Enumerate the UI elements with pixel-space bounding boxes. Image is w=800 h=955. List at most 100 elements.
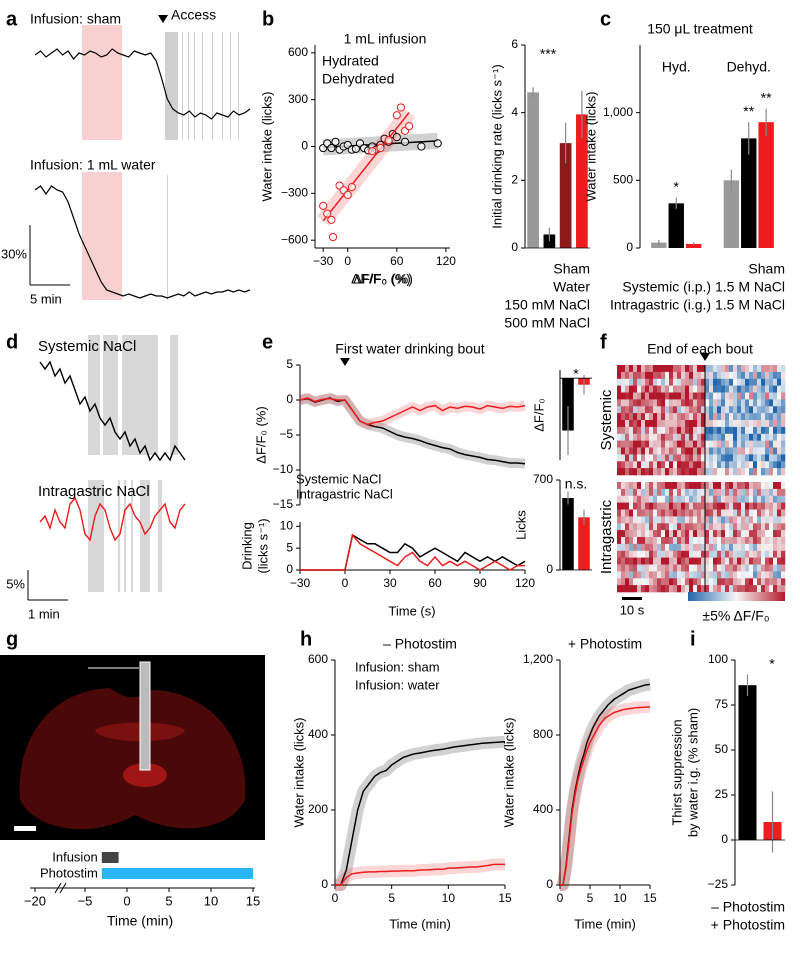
heat-cell: [653, 564, 658, 572]
scale-label: 5%: [6, 576, 25, 591]
heat-cell: [681, 571, 686, 579]
scatter-point: [327, 215, 336, 224]
heat-cell: [645, 530, 650, 538]
heat-cell: [709, 523, 714, 531]
heat-cell: [665, 413, 670, 421]
heat-cell: [745, 557, 750, 565]
heat-cell: [649, 495, 654, 503]
row-label: Intragastric: [598, 499, 615, 574]
heat-cell: [741, 399, 746, 407]
heat-cell: [677, 461, 682, 469]
heat-cell: [629, 461, 634, 469]
heat-cell: [617, 433, 622, 441]
heat-cell: [657, 564, 662, 572]
heat-cell: [665, 564, 670, 572]
heat-cell: [641, 557, 646, 565]
heat-cell: [769, 509, 774, 517]
heat-cell: [693, 495, 698, 503]
heat-cell: [645, 523, 650, 531]
heat-cell: [669, 468, 674, 476]
heat-cell: [685, 482, 690, 490]
heat-cell: [665, 571, 670, 579]
heat-cell: [757, 413, 762, 421]
heat-cell: [653, 413, 658, 421]
heat-cell: [773, 564, 778, 572]
heat-cell: [653, 378, 658, 386]
heat-cell: [617, 571, 622, 579]
heat-cell: [677, 371, 682, 380]
heat-cell: [641, 550, 646, 558]
heat-cell: [661, 413, 666, 421]
heat-cell: [765, 468, 770, 476]
heat-cell: [689, 365, 694, 373]
range-label: Photostim: [40, 865, 98, 880]
heat-cell: [777, 537, 782, 545]
heat-cell: [633, 406, 638, 414]
heat-cell: [713, 378, 718, 386]
heat-cell: [701, 578, 706, 586]
heat-cell: [677, 447, 682, 455]
heat-cell: [753, 440, 758, 448]
heat-cell: [637, 406, 642, 414]
heat-cell: [673, 365, 678, 373]
heat-cell: [709, 447, 714, 455]
heat-cell: [653, 537, 658, 545]
heat-cell: [689, 433, 694, 441]
heat-cell: [749, 564, 754, 572]
y-axis-label: Licks: [513, 510, 528, 540]
trace-line: [34, 185, 251, 299]
heat-cell: [713, 385, 718, 393]
heat-cell: [765, 509, 770, 517]
heat-cell: [749, 392, 754, 400]
heat-cell: [701, 571, 706, 579]
heat-cell: [653, 385, 658, 393]
heat-cell: [717, 550, 722, 558]
heat-cell: [681, 406, 686, 414]
heat-cell: [769, 557, 774, 565]
heat-cell: [657, 461, 662, 469]
heat-cell: [645, 488, 650, 497]
heat-cell: [693, 543, 698, 552]
heat-cell: [741, 482, 746, 490]
heat-cell: [721, 385, 726, 393]
bar: [685, 243, 702, 248]
heat-cell: [725, 557, 730, 565]
heat-cell: [645, 585, 650, 593]
heat-cell: [777, 543, 782, 552]
heat-cell: [669, 365, 674, 373]
heat-cell: [713, 482, 718, 490]
heat-cell: [713, 426, 718, 435]
heat-cell: [725, 468, 730, 476]
x-tick-label: 120: [436, 254, 456, 268]
heat-cell: [773, 585, 778, 593]
heat-cell: [689, 488, 694, 497]
heat-cell: [625, 509, 630, 517]
y-tick-label: 600: [288, 45, 308, 59]
heat-cell: [733, 509, 738, 517]
heat-cell: [705, 413, 710, 421]
heat-cell: [721, 392, 726, 400]
heat-cell: [769, 578, 774, 586]
heat-cell: [761, 523, 766, 531]
heat-cell: [661, 392, 666, 400]
heat-cell: [685, 378, 690, 386]
heat-cell: [725, 495, 730, 503]
heat-cell: [657, 371, 662, 380]
chart-title: Infusion: 1 mL water: [30, 157, 156, 173]
panel-letter: f: [600, 331, 607, 353]
heat-cell: [737, 585, 742, 593]
heat-cell: [781, 585, 786, 593]
heat-cell: [653, 392, 658, 400]
heat-cell: [741, 578, 746, 586]
heat-cell: [641, 365, 646, 373]
heat-cell: [657, 378, 662, 386]
colorbar-label: ±5% ΔF/F₀: [702, 608, 769, 624]
heat-cell: [765, 537, 770, 545]
heat-cell: [681, 420, 686, 428]
heat-cell: [693, 406, 698, 414]
heat-cell: [657, 502, 662, 510]
heat-cell: [689, 371, 694, 380]
heat-cell: [625, 365, 630, 373]
heat-cell: [625, 537, 630, 545]
scatter-point: [319, 201, 328, 210]
